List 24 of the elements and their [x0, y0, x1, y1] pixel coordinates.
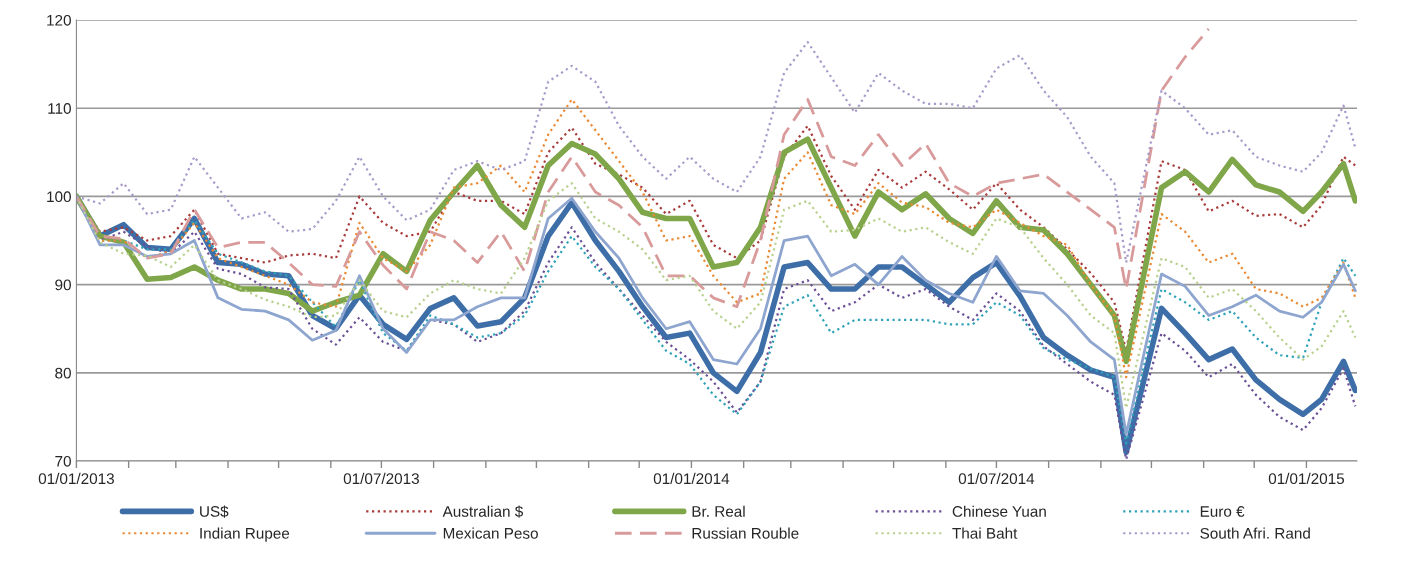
x-tick-label: 01/07/2014 [958, 472, 1035, 485]
y-tick-label: 90 [55, 279, 71, 291]
legend-label: Thai Baht [952, 527, 1018, 539]
legend-label: Chinese Yuan [952, 505, 1046, 517]
x-tick-label: 01/01/2013 [38, 472, 114, 485]
line-series [76, 182, 1357, 410]
legend-label: Russian Rouble [692, 527, 799, 539]
legend-label: Indian Rupee [200, 527, 290, 542]
y-tick-label: 70 [55, 455, 71, 467]
y-tick-label: 110 [48, 103, 71, 114]
legend-label: Euro € [1200, 506, 1245, 517]
line-series [76, 40, 1357, 264]
legend-label: Mexican Peso [443, 527, 538, 539]
x-tick-label: 01/07/2013 [343, 472, 419, 485]
y-tick-label: 100 [47, 191, 71, 203]
y-tick-label: 120 [47, 14, 71, 26]
x-tick-label: 01/01/2015 [1268, 472, 1345, 485]
x-tick-label: 01/01/2014 [653, 472, 730, 485]
legend-label: Br. Real [692, 505, 745, 517]
line-series [76, 27, 1211, 309]
legend-label: Australian $ [442, 505, 524, 518]
legend-label: South Afri. Rand [1200, 527, 1310, 539]
y-tick-label: 80 [55, 367, 71, 379]
legend-label: US$ [200, 505, 229, 518]
